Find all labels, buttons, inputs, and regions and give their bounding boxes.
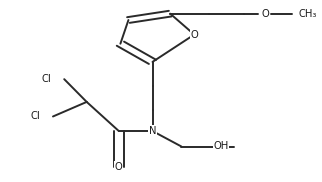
Text: O: O xyxy=(115,162,123,171)
Text: Cl: Cl xyxy=(30,112,40,121)
Text: Cl: Cl xyxy=(42,74,52,84)
Text: N: N xyxy=(149,126,156,136)
Text: CH₃: CH₃ xyxy=(298,9,317,19)
Text: O: O xyxy=(261,9,269,19)
Text: OH: OH xyxy=(213,141,229,151)
Text: O: O xyxy=(190,30,198,39)
